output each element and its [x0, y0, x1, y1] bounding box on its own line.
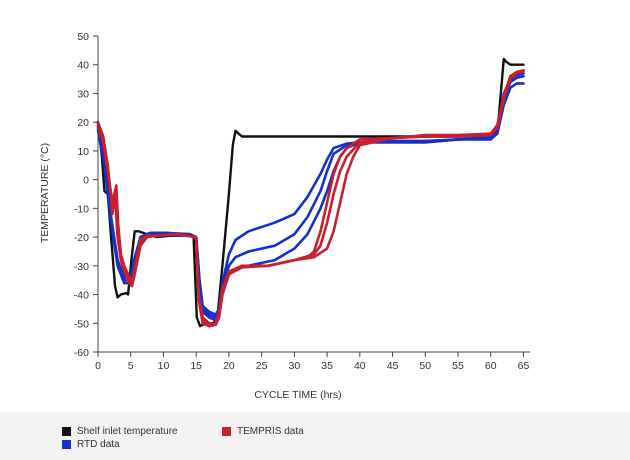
series-line-tempris-data-3: [96, 69, 525, 328]
plot-area: -60 -50 -40 -30 -20 -10 0 10 20 30 40 50 0 5 10 15 20 25 3…: [39, 31, 530, 401]
legend-swatch-tempris: [222, 427, 231, 436]
legend-item-tempris: TEMPRIS data: [222, 426, 304, 437]
legend-item-shelf: Shelf inlet temperature: [62, 426, 178, 437]
x-tick-label: 45: [387, 360, 399, 372]
x-tick-label: 35: [321, 360, 333, 372]
series-line-rtd-data-3: [96, 72, 525, 322]
y-tick-label: 40: [77, 60, 89, 72]
y-tick-label: -30: [74, 261, 89, 273]
legend-swatch-shelf: [62, 427, 71, 436]
x-tick-label: 55: [452, 360, 464, 372]
legend: Shelf inlet temperature RTD data TEMPRIS…: [0, 412, 630, 460]
x-tick-label: 65: [518, 360, 530, 372]
x-tick-label: 50: [419, 360, 431, 372]
series-line-tempris-data-2: [96, 69, 525, 328]
x-axis-title: CYCLE TIME (hrs): [254, 389, 341, 401]
legend-item-rtd: RTD data: [62, 439, 120, 450]
y-tick-label: 30: [77, 88, 89, 100]
x-tick-label: 15: [190, 360, 202, 372]
y-axis-title: TEMPERATURE (°C): [39, 143, 51, 243]
legend-label-tempris: TEMPRIS data: [237, 426, 304, 437]
chart-svg: -60 -50 -40 -30 -20 -10 0 10 20 30 40 50 0 5 10 15 20 25 3…: [39, 31, 530, 401]
y-tick-label: 0: [83, 175, 89, 187]
x-tick-label: 5: [128, 360, 134, 372]
x-tick-label: 25: [256, 360, 268, 372]
x-tick-label: 30: [289, 360, 301, 372]
y-tick-label: 20: [77, 117, 89, 129]
series-line-rtd-data-2: [96, 74, 525, 319]
x-tick-label: 20: [223, 360, 235, 372]
legend-label-shelf: Shelf inlet temperature: [77, 426, 178, 437]
y-tick-label: -50: [74, 318, 89, 330]
y-tick-label: -10: [74, 203, 89, 215]
legend-swatch-rtd: [62, 440, 71, 449]
x-tick-label: 60: [485, 360, 497, 372]
y-tick-label: 10: [77, 146, 89, 158]
x-tick-label: 40: [354, 360, 366, 372]
axes-layer: -60 -50 -40 -30 -20 -10 0 10 20 30 40 50 0 5 10 15 20 25 3…: [74, 31, 530, 372]
x-tick-label: 10: [158, 360, 170, 372]
series-line-tempris-data-1: [96, 70, 525, 326]
series-layer: [96, 57, 525, 328]
y-tick-label: 50: [77, 31, 89, 43]
y-tick-label: -60: [74, 347, 89, 359]
legend-label-rtd: RTD data: [77, 439, 120, 450]
series-line-rtd-data-1: [96, 82, 525, 316]
y-tick-label: -40: [74, 290, 89, 302]
y-tick-label: -20: [74, 232, 89, 244]
x-tick-label: 0: [95, 360, 101, 372]
